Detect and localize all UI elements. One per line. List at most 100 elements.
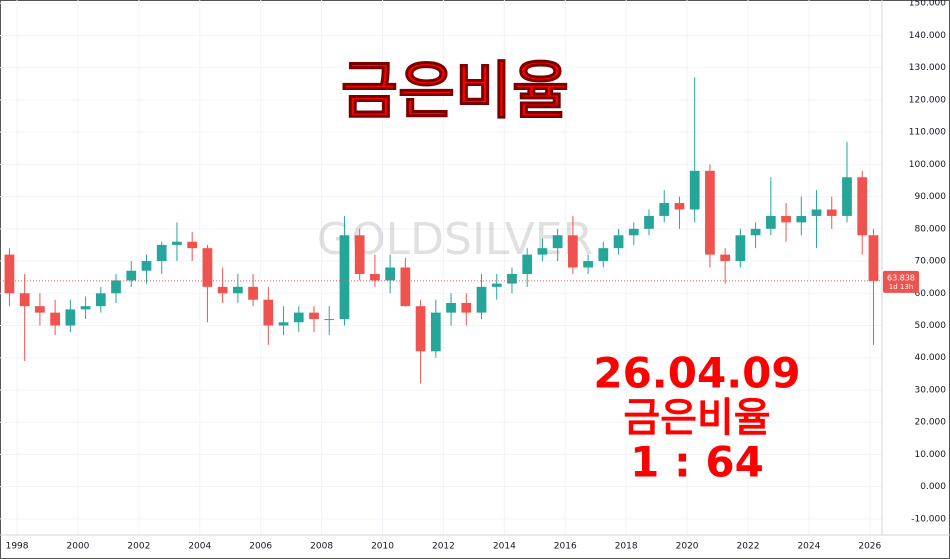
x-tick-label: 2004 — [188, 542, 211, 552]
y-tick-label: 110.000 — [909, 128, 946, 138]
candle-body — [476, 286, 487, 313]
candle-body — [95, 293, 106, 307]
y-tick-label: 150.000 — [909, 0, 946, 9]
candle-body — [50, 312, 60, 326]
candle-body — [141, 261, 152, 271]
candle-body — [583, 261, 593, 268]
x-tick-label: 2006 — [249, 542, 272, 552]
candle-body — [826, 209, 837, 216]
candle-body — [156, 244, 167, 262]
candle-body — [705, 170, 715, 255]
candle-body — [354, 235, 365, 274]
candle-body — [4, 254, 15, 294]
x-tick-label: 1998 — [6, 542, 29, 552]
candle-body — [446, 302, 456, 313]
candle-body — [187, 241, 198, 249]
plot — [0, 77, 882, 384]
candle-body — [659, 203, 670, 216]
price-label: 63.838 — [887, 273, 915, 282]
candle-body — [324, 319, 335, 321]
countdown-label: 1d 13h — [889, 283, 913, 291]
x-tick-label: 2020 — [676, 542, 699, 552]
candle-body — [430, 312, 441, 352]
candle-body — [172, 241, 182, 245]
candle-body — [263, 299, 274, 326]
x-tick-label: 2018 — [615, 542, 638, 552]
candle-body — [537, 248, 548, 255]
x-tick-label: 2012 — [432, 542, 455, 552]
candle-body — [370, 273, 380, 281]
candle-body — [689, 170, 700, 210]
candle-body — [339, 235, 350, 320]
candle-body — [507, 273, 517, 284]
candle-body — [522, 254, 533, 274]
y-tick-label: 90.000 — [915, 192, 947, 202]
candle-body — [293, 312, 304, 323]
y-tick-label: 10.000 — [915, 450, 947, 460]
candle-body — [720, 254, 731, 262]
candle-body — [613, 235, 624, 249]
y-tick-label: 40.000 — [915, 353, 947, 363]
candle-body — [552, 235, 563, 249]
candle-body — [415, 306, 426, 352]
candle-body — [309, 312, 319, 320]
candle-body — [491, 283, 502, 287]
annotation: 금은비율 — [623, 395, 770, 441]
y-tick-label: 20.000 — [915, 418, 947, 428]
candle-body — [248, 286, 258, 300]
x-tick-label: 2002 — [127, 542, 150, 552]
candle-body — [735, 235, 746, 262]
candle-body — [750, 228, 761, 236]
candle-body — [232, 286, 243, 294]
y-tick-label: 80.000 — [915, 224, 947, 234]
y-tick-label: 50.000 — [915, 321, 947, 331]
price-label-box — [883, 270, 919, 293]
candle-body — [598, 248, 609, 262]
candle-body — [278, 322, 289, 326]
candle-body — [857, 177, 868, 236]
y-tick-label: 140.000 — [909, 31, 946, 41]
candle-body — [126, 270, 137, 281]
candle-body — [111, 280, 121, 294]
candle-body — [35, 306, 45, 313]
candle-body — [385, 267, 396, 281]
x-tick-label: 2000 — [67, 542, 90, 552]
x-tick-label: 2026 — [858, 542, 881, 552]
candle-body — [674, 203, 685, 210]
chart-title: 금은비율 — [341, 54, 569, 127]
y-tick-label: 100.000 — [909, 160, 946, 170]
x-tick-label: 2016 — [554, 542, 577, 552]
x-tick-label: 2010 — [371, 542, 394, 552]
y-tick-label: 120.000 — [909, 95, 946, 105]
candle-body — [400, 267, 411, 307]
candle-body — [568, 235, 578, 268]
y-tick-label: 130.000 — [909, 63, 946, 73]
y-tick-label: 70.000 — [915, 257, 947, 267]
x-tick-label: 2008 — [310, 542, 333, 552]
x-tick-label: 2024 — [797, 542, 820, 552]
candle-body — [628, 228, 639, 236]
x-tick-label: 2014 — [493, 542, 516, 552]
candle-body — [217, 286, 228, 294]
y-tick-label: 0.000 — [920, 482, 946, 492]
candle-body — [644, 215, 654, 229]
candle-body — [202, 248, 213, 287]
annotation: 1 : 64 — [630, 438, 764, 487]
candle-body — [65, 309, 76, 326]
candle-body — [765, 215, 776, 229]
candle-body — [461, 302, 472, 313]
candle-body — [80, 306, 91, 310]
candle-body — [796, 215, 807, 223]
annotation: 26.04.09 — [593, 349, 800, 398]
candle-body — [842, 177, 852, 216]
y-tick-label: 60.000 — [915, 289, 947, 299]
y-tick-label: -10.000 — [911, 514, 946, 524]
candle-body — [781, 215, 791, 223]
y-tick-label: 30.000 — [915, 385, 947, 395]
candle-body — [19, 293, 30, 307]
x-tick-label: 2022 — [737, 542, 760, 552]
candle-body — [811, 209, 822, 216]
candle-body — [868, 235, 879, 281]
